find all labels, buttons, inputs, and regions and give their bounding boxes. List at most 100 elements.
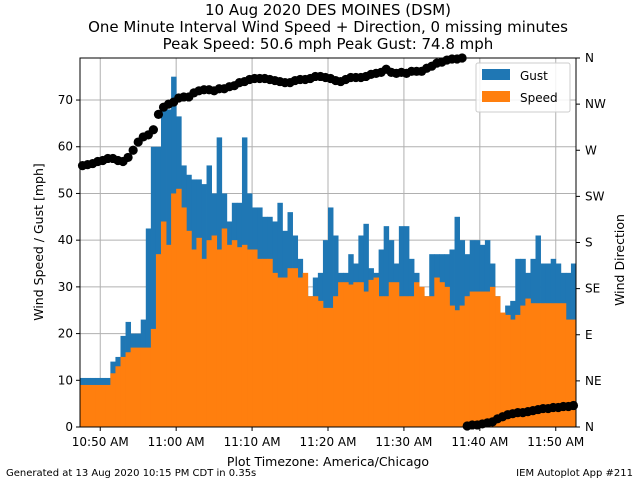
speed-bar-81 bbox=[489, 286, 496, 427]
speed-bar-22 bbox=[191, 249, 197, 427]
speed-bar-13 bbox=[145, 347, 152, 427]
y2-tick-label-0: N bbox=[585, 420, 594, 434]
speed-bar-43 bbox=[297, 277, 304, 427]
speed-bar-3 bbox=[95, 384, 101, 427]
x-axis-ticks: 10:50 AM 11:00 AM 11:10 AM 11:20 AM 11:30 AM… bbox=[72, 427, 584, 449]
y-tick-label-5: 50 bbox=[58, 186, 73, 200]
speed-bar-72 bbox=[444, 286, 450, 427]
speed-bar-2 bbox=[90, 384, 96, 427]
speed-bar-75 bbox=[459, 305, 466, 427]
speed-bar-54 bbox=[353, 282, 359, 427]
speed-bar-66 bbox=[414, 282, 420, 427]
x-axis-label: Plot Timezone: America/Chicago bbox=[227, 454, 429, 469]
x-tick-label-1: 11:00 AM bbox=[148, 435, 205, 449]
speed-bar-39 bbox=[277, 277, 283, 427]
speed-bar-93 bbox=[550, 303, 557, 427]
speed-bar-77 bbox=[469, 291, 476, 427]
speed-bar-68 bbox=[424, 296, 430, 427]
speed-bars bbox=[80, 188, 577, 427]
speed-bar-47 bbox=[317, 300, 324, 427]
speed-bar-34 bbox=[252, 249, 258, 427]
speed-bar-65 bbox=[408, 296, 415, 427]
speed-bar-79 bbox=[479, 291, 486, 427]
speed-bar-31 bbox=[236, 247, 243, 427]
speed-bar-1 bbox=[85, 384, 91, 427]
y-tick-label-7: 70 bbox=[58, 93, 73, 107]
speed-bar-71 bbox=[439, 282, 445, 427]
direction-point-9 bbox=[123, 152, 133, 163]
y2-axis-ticks: N NE E SE S SW W NW N bbox=[576, 51, 606, 434]
speed-bar-86 bbox=[515, 314, 521, 427]
speed-bar-50 bbox=[333, 296, 339, 427]
direction-points bbox=[77, 53, 579, 431]
speed-bar-57 bbox=[368, 279, 374, 427]
speed-bar-24 bbox=[201, 258, 207, 427]
speed-bar-30 bbox=[231, 240, 238, 427]
legend-gust-swatch bbox=[482, 69, 510, 80]
speed-bar-21 bbox=[186, 230, 192, 427]
speed-bar-12 bbox=[140, 347, 147, 427]
speed-bar-14 bbox=[150, 328, 157, 427]
speed-bar-18 bbox=[171, 193, 177, 427]
speed-bar-38 bbox=[272, 272, 278, 427]
speed-bar-55 bbox=[358, 282, 364, 427]
speed-bar-36 bbox=[262, 258, 268, 427]
speed-bar-44 bbox=[302, 272, 309, 427]
speed-bar-60 bbox=[383, 296, 390, 427]
speed-bar-84 bbox=[505, 314, 511, 427]
speed-bar-53 bbox=[348, 284, 354, 427]
speed-bar-26 bbox=[211, 235, 218, 427]
speed-bar-25 bbox=[206, 240, 212, 427]
speed-bar-91 bbox=[540, 303, 547, 427]
speed-bar-37 bbox=[267, 258, 273, 427]
speed-bar-46 bbox=[312, 296, 319, 427]
speed-bar-89 bbox=[530, 303, 536, 427]
speed-bar-90 bbox=[535, 303, 541, 427]
speed-bar-80 bbox=[484, 291, 491, 427]
chart-title-line-2: One Minute Interval Wind Speed + Directi… bbox=[88, 18, 568, 36]
legend-speed-swatch bbox=[482, 91, 510, 102]
speed-bar-58 bbox=[373, 277, 380, 427]
speed-bar-62 bbox=[393, 282, 400, 427]
speed-bar-16 bbox=[160, 221, 167, 427]
y2-tick-label-6: W bbox=[585, 143, 597, 157]
direction-point-14 bbox=[148, 125, 158, 135]
speed-bar-42 bbox=[292, 268, 299, 427]
y-axis-ticks: 0 10 20 30 40 50 60 70 bbox=[58, 93, 80, 434]
direction-point-97 bbox=[568, 400, 579, 411]
speed-bar-64 bbox=[403, 296, 410, 427]
y-tick-label-6: 60 bbox=[58, 140, 73, 154]
y-tick-label-3: 30 bbox=[58, 280, 73, 294]
x-tick-label-6: 11:50 AM bbox=[527, 435, 584, 449]
speed-bar-33 bbox=[247, 249, 253, 427]
x-tick-label-2: 11:10 AM bbox=[224, 435, 281, 449]
gust-bar-13 bbox=[145, 228, 152, 427]
speed-bar-63 bbox=[398, 296, 405, 427]
speed-bar-0 bbox=[80, 384, 86, 427]
x-tick-label-5: 11:40 AM bbox=[451, 435, 508, 449]
speed-bar-29 bbox=[226, 244, 233, 427]
y2-tick-label-7: NW bbox=[585, 97, 606, 111]
y-tick-label-0: 0 bbox=[65, 420, 73, 434]
speed-bar-88 bbox=[525, 298, 531, 427]
speed-bar-19 bbox=[176, 188, 182, 427]
x-tick-label-0: 10:50 AM bbox=[72, 435, 129, 449]
speed-bar-78 bbox=[474, 291, 481, 427]
speed-bar-9 bbox=[125, 352, 132, 427]
speed-bar-95 bbox=[560, 303, 567, 427]
speed-bar-17 bbox=[166, 244, 172, 427]
speed-bar-10 bbox=[130, 347, 137, 427]
speed-bar-96 bbox=[565, 319, 572, 427]
y2-tick-label-3: SE bbox=[585, 282, 600, 296]
y2-tick-label-5: SW bbox=[585, 189, 605, 203]
speed-bar-59 bbox=[378, 296, 385, 427]
y-axis-label: Wind Speed / Gust [mph] bbox=[31, 163, 46, 321]
legend-gust-label: Gust bbox=[520, 69, 548, 83]
gust-bar-14 bbox=[150, 146, 157, 428]
speed-bar-40 bbox=[282, 277, 288, 427]
x-tick-label-4: 11:30 AM bbox=[375, 435, 432, 449]
speed-bar-70 bbox=[434, 277, 440, 427]
speed-bar-11 bbox=[135, 347, 142, 427]
chart-title-line-1: 10 Aug 2020 DES MOINES (DSM) bbox=[205, 1, 451, 19]
